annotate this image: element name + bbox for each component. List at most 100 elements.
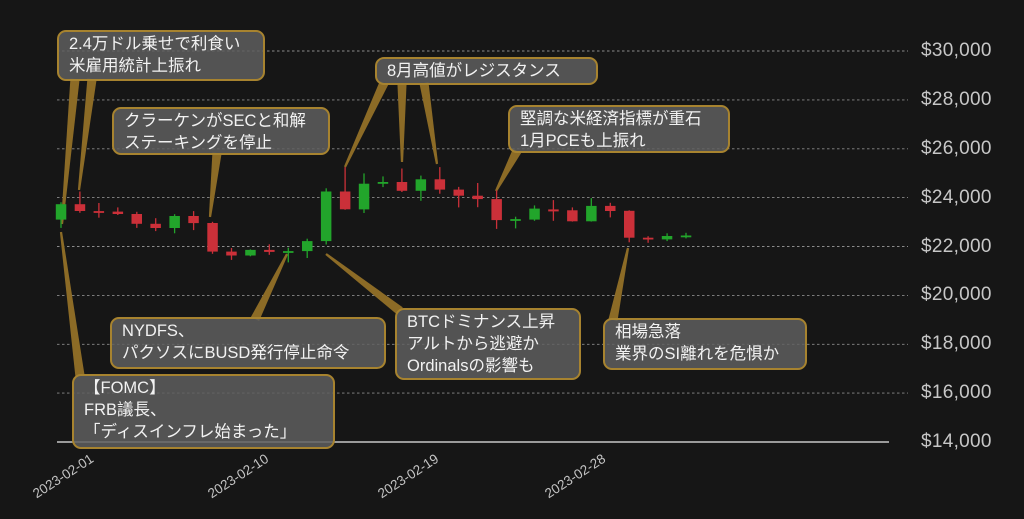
annotation-box-fomc-disinflation: 【FOMC】 FRB議長、「ディスインフレ始まった」 — [72, 374, 335, 449]
candle-body — [226, 251, 237, 256]
candle-2023-02-17 — [358, 173, 370, 213]
annotation-text: 1月PCEも上振れ — [520, 132, 646, 150]
candle-2023-02-02 — [74, 191, 86, 213]
candle-body — [283, 251, 294, 253]
annotation-box-nydfs-busd: NYDFS、パクソスにBUSD発行停止命令 — [110, 317, 386, 369]
candle-2023-02-06 — [150, 218, 161, 232]
annotation-text: ステーキングを停止 — [124, 134, 273, 152]
candle-body — [624, 210, 635, 238]
candle-body — [377, 182, 389, 184]
annotation-text: 【FOMC】 — [84, 379, 166, 397]
callout-line-btc-dominance — [325, 253, 403, 315]
candle-2023-02-19 — [396, 168, 408, 192]
candle-2023-02-27 — [548, 200, 559, 221]
callout-line-aug-high-resistance — [344, 81, 389, 168]
candle-body — [150, 223, 161, 228]
candle-body — [339, 191, 351, 210]
candle-body — [396, 182, 408, 191]
annotation-box-aug-high-resistance: 8月高値がレジスタンス — [375, 57, 598, 85]
candle-2023-03-04 — [642, 236, 654, 243]
candle-body — [491, 199, 502, 221]
callout-line-fomc-disinflation — [59, 231, 85, 377]
candle-body — [131, 214, 142, 224]
candle-body — [586, 205, 597, 222]
candle-body — [642, 237, 654, 240]
y-axis-label: $14,000 — [921, 431, 992, 452]
annotation-text: 米雇用統計上振れ — [69, 57, 201, 75]
annotation-box-market-plunge-si: 相場急落業界のSI離れを危惧か — [603, 318, 807, 370]
callout-line-kraken-sec — [208, 152, 222, 218]
callout-line-profit-taking-24k — [77, 78, 97, 191]
candle-body — [472, 195, 483, 200]
callout-line-market-plunge-si — [608, 247, 630, 321]
annotation-text: BTCドミナンス上昇 — [407, 313, 556, 331]
candle-body — [661, 236, 673, 240]
candle-2023-03-05 — [661, 233, 673, 242]
candle-2023-02-14 — [302, 238, 313, 258]
candle-2023-02-28 — [567, 207, 578, 222]
candle-body — [302, 241, 313, 252]
candle-2023-02-10 — [226, 248, 237, 260]
candle-2023-02-05 — [131, 211, 142, 228]
candle-body — [245, 249, 256, 256]
candle-body — [415, 179, 427, 191]
y-axis-label: $30,000 — [921, 40, 992, 61]
candle-body — [510, 219, 521, 221]
candle-body — [453, 189, 464, 196]
annotation-text: NYDFS、 — [122, 322, 195, 340]
annotation-text: パクソスにBUSD発行停止命令 — [122, 344, 350, 362]
candle-body — [567, 210, 578, 222]
annotation-text: FRB議長、 — [84, 401, 167, 419]
candle-2023-02-11 — [245, 249, 256, 257]
annotation-text: 相場急落 — [615, 323, 681, 341]
y-axis-label: $16,000 — [921, 382, 992, 403]
candle-body — [169, 216, 180, 228]
candle-2023-02-12 — [264, 244, 275, 255]
candle-body — [434, 179, 446, 190]
annotation-box-profit-taking-24k: 2.4万ドル乗せで利食い 米雇用統計上振れ — [57, 30, 265, 81]
annotation-text: 業界のSI離れを危惧か — [615, 345, 780, 363]
candle-body — [358, 183, 370, 210]
y-axis-label: $26,000 — [921, 138, 992, 159]
candle-2023-02-07 — [169, 214, 180, 234]
annotation-text: 堅調な米経済指標が重石 — [520, 110, 702, 128]
candle-2023-03-02 — [605, 202, 616, 218]
candle-2023-03-01 — [586, 198, 597, 222]
candle-2023-02-01 — [55, 202, 67, 228]
callout-line-profit-taking-24k — [60, 78, 80, 225]
y-axis-label: $22,000 — [921, 236, 992, 257]
candle-2023-02-16 — [339, 167, 351, 210]
y-axis-label: $24,000 — [921, 187, 992, 208]
annotation-box-us-econ-pce: 堅調な米経済指標が重石 1月PCEも上振れ — [508, 105, 730, 153]
candle-body — [680, 235, 692, 238]
candle-body — [55, 204, 67, 220]
candle-2023-03-03 — [624, 210, 635, 243]
y-axis-label: $28,000 — [921, 89, 992, 110]
candle-2023-03-06 — [680, 232, 692, 239]
candle-2023-02-21 — [434, 167, 446, 194]
candle-body — [548, 209, 559, 212]
callout-line-us-econ-pce — [495, 148, 522, 192]
callout-line-nydfs-busd — [250, 253, 288, 321]
candle-2023-02-09 — [207, 221, 218, 254]
y-axis-label: $20,000 — [921, 284, 992, 305]
candle-body — [605, 205, 616, 211]
annotation-text: 2.4万ドル乗せで利食い — [69, 35, 241, 53]
candle-2023-02-18 — [377, 176, 389, 188]
annotation-text: 「ディスインフレ始まった」 — [84, 423, 297, 441]
candle-body — [74, 204, 86, 211]
y-axis-label: $18,000 — [921, 333, 992, 354]
candle-body — [188, 216, 199, 224]
candle-2023-02-22 — [453, 186, 464, 208]
callout-line-aug-high-resistance — [419, 82, 439, 165]
annotation-text: Ordinalsの影響も — [407, 357, 535, 375]
candle-body — [93, 211, 105, 213]
candle-2023-02-08 — [188, 211, 199, 231]
callout-line-aug-high-resistance — [397, 83, 407, 162]
candle-2023-02-26 — [529, 205, 540, 221]
candle-2023-02-24 — [491, 190, 502, 229]
candle-body — [112, 211, 124, 214]
